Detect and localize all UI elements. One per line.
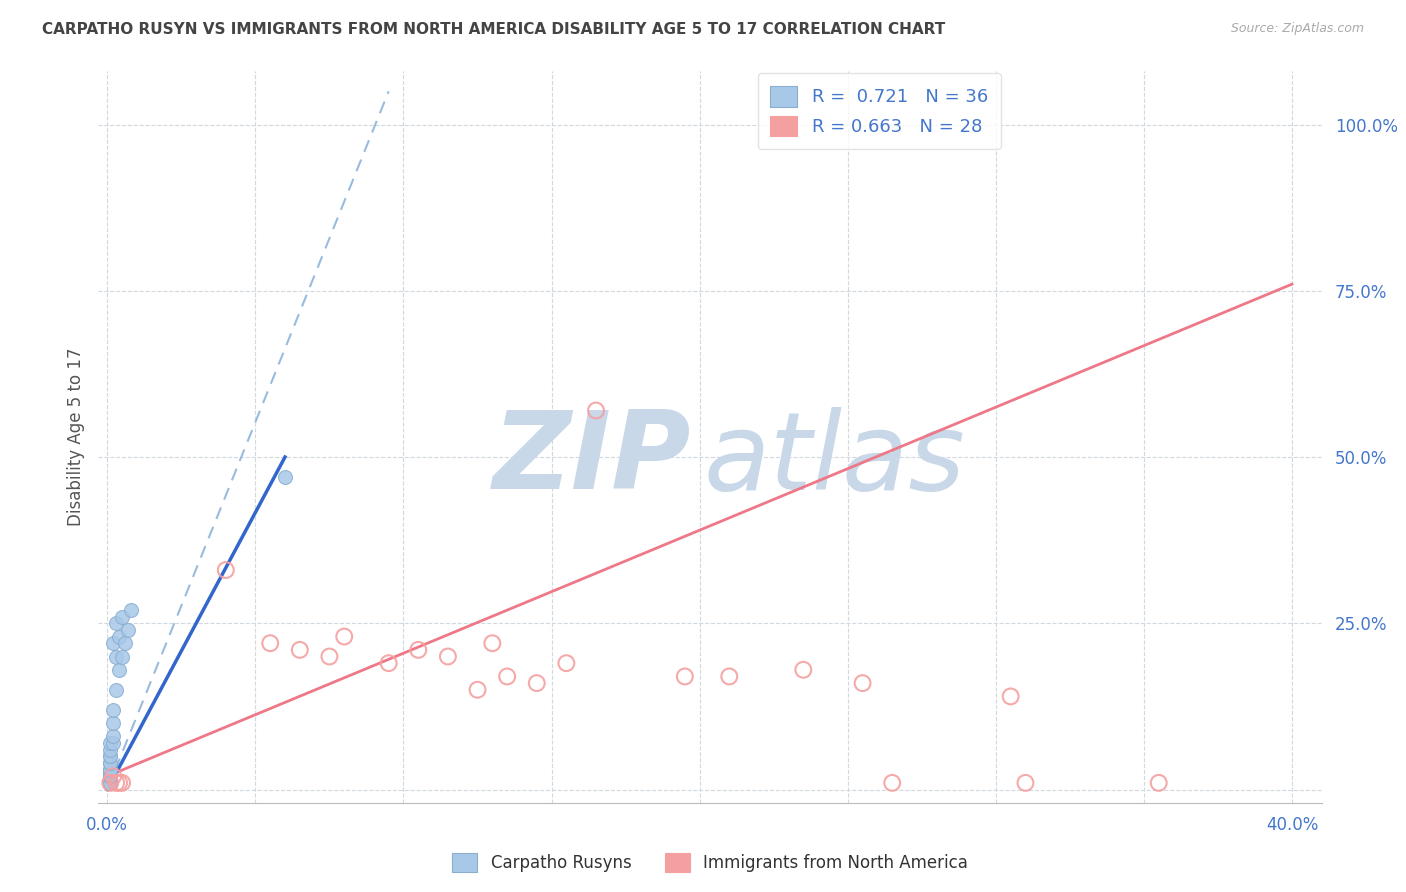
Point <box>98 776 121 790</box>
Point <box>103 703 125 717</box>
Point <box>215 563 238 577</box>
Point <box>98 763 121 777</box>
Point <box>673 669 696 683</box>
Point <box>288 643 311 657</box>
Point <box>585 403 607 417</box>
Point <box>120 603 142 617</box>
Point <box>108 663 131 677</box>
Text: atlas: atlas <box>704 407 966 511</box>
Point <box>481 636 503 650</box>
Point <box>467 682 489 697</box>
Point <box>98 769 121 783</box>
Point <box>98 742 121 756</box>
Point <box>98 749 121 764</box>
Point <box>105 616 128 631</box>
Point <box>103 636 125 650</box>
Point <box>111 609 134 624</box>
Point <box>718 669 741 683</box>
Point <box>1000 690 1022 704</box>
Point <box>103 769 125 783</box>
Point <box>851 676 873 690</box>
Point <box>333 630 356 644</box>
Point <box>98 749 121 764</box>
Point <box>377 656 399 670</box>
Point <box>103 716 125 731</box>
Point <box>105 682 128 697</box>
Point <box>792 663 814 677</box>
Point <box>318 649 340 664</box>
Point <box>98 769 121 783</box>
Point <box>114 636 136 650</box>
Point <box>408 643 430 657</box>
Point <box>108 776 131 790</box>
Point <box>108 630 131 644</box>
Point <box>98 776 121 790</box>
Point <box>98 776 121 790</box>
Point <box>98 769 121 783</box>
Point <box>555 656 578 670</box>
Point <box>98 763 121 777</box>
Point <box>111 649 134 664</box>
Point <box>98 769 121 783</box>
Point <box>98 763 121 777</box>
Point <box>98 769 121 783</box>
Text: Source: ZipAtlas.com: Source: ZipAtlas.com <box>1230 22 1364 36</box>
Point <box>526 676 548 690</box>
Point <box>105 776 128 790</box>
Point <box>98 756 121 770</box>
Point <box>98 776 121 790</box>
Point <box>98 736 121 750</box>
Point <box>111 776 134 790</box>
Point <box>103 729 125 743</box>
Point <box>1147 776 1170 790</box>
Point <box>882 776 904 790</box>
Point <box>437 649 460 664</box>
Text: ZIP: ZIP <box>494 406 692 512</box>
Point <box>117 623 139 637</box>
Point <box>98 776 121 790</box>
Text: CARPATHO RUSYN VS IMMIGRANTS FROM NORTH AMERICA DISABILITY AGE 5 TO 17 CORRELATI: CARPATHO RUSYN VS IMMIGRANTS FROM NORTH … <box>42 22 945 37</box>
Point <box>274 470 297 484</box>
Point <box>1014 776 1036 790</box>
Point <box>105 649 128 664</box>
Point <box>98 769 121 783</box>
Point <box>98 756 121 770</box>
Point <box>259 636 281 650</box>
Point <box>98 776 121 790</box>
Point <box>496 669 519 683</box>
Point <box>103 736 125 750</box>
Legend: Carpatho Rusyns, Immigrants from North America: Carpatho Rusyns, Immigrants from North A… <box>446 846 974 879</box>
Y-axis label: Disability Age 5 to 17: Disability Age 5 to 17 <box>66 348 84 526</box>
